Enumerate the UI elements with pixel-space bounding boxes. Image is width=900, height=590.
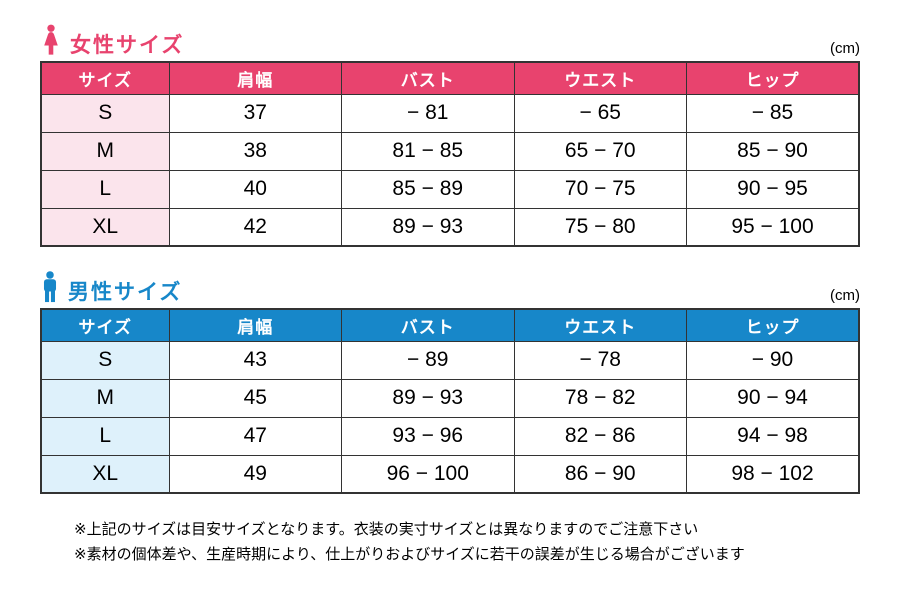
table-cell: 89 − 93 (341, 378, 515, 418)
male-figure-icon (43, 271, 57, 303)
table-cell: − 78 (513, 340, 687, 380)
size-cell: S (40, 340, 170, 380)
table-cell: 90 − 94 (686, 378, 860, 418)
table-cell: 49 (168, 454, 342, 494)
table-cell: 93 − 96 (341, 416, 515, 456)
women-header-row: サイズ 肩幅 バスト ウエスト ヒップ (40, 61, 860, 95)
table-cell: − 90 (686, 340, 860, 380)
table-cell: 75 − 80 (513, 207, 687, 247)
table-row-s: S 37 − 81 − 65 − 85 (40, 93, 860, 133)
women-size-table: サイズ 肩幅 バスト ウエスト ヒップ S 37 − 81 − 65 − 85 … (40, 61, 860, 247)
size-cell: L (40, 169, 170, 209)
table-cell: 47 (168, 416, 342, 456)
table-cell: 98 − 102 (686, 454, 860, 494)
female-figure-icon (44, 24, 58, 55)
size-cell: XL (40, 207, 170, 247)
table-cell: − 85 (686, 93, 860, 133)
table-cell: 94 − 98 (686, 416, 860, 456)
size-chart-page: 女性サイズ (cm) サイズ 肩幅 バスト ウエスト ヒップ S 37 − 81 (40, 20, 860, 567)
table-row-l: L 40 85 − 89 70 − 75 90 − 95 (40, 169, 860, 209)
table-cell: 81 − 85 (341, 131, 515, 171)
table-row-xl: XL 49 96 − 100 86 − 90 98 − 102 (40, 454, 860, 494)
table-cell: 40 (168, 169, 342, 209)
men-unit-label: (cm) (830, 287, 860, 304)
table-cell: 38 (168, 131, 342, 171)
table-cell: 45 (168, 378, 342, 418)
column-header-waist: ウエスト (513, 61, 687, 95)
men-header-row: サイズ 肩幅 バスト ウエスト ヒップ (40, 308, 860, 342)
table-cell: 42 (168, 207, 342, 247)
women-unit-label: (cm) (830, 40, 860, 57)
size-cell: M (40, 378, 170, 418)
size-cell: M (40, 131, 170, 171)
table-cell: − 81 (341, 93, 515, 133)
column-header-hip: ヒップ (686, 61, 860, 95)
column-header-shoulder: 肩幅 (168, 308, 342, 342)
column-header-bust: バスト (341, 308, 515, 342)
table-cell: 85 − 89 (341, 169, 515, 209)
note-line: ※素材の個体差や、生産時期により、仕上がりおよびサイズに若干の誤差が生じる場合が… (74, 546, 745, 564)
table-cell: 37 (168, 93, 342, 133)
footer-notes: ※上記のサイズは目安サイズとなります。衣装の実寸サイズとは異なりますのでご注意下… (74, 518, 860, 567)
table-cell: 70 − 75 (513, 169, 687, 209)
size-cell: XL (40, 454, 170, 494)
table-cell: 96 − 100 (341, 454, 515, 494)
women-size-title: 女性サイズ (70, 34, 185, 57)
table-cell: 90 − 95 (686, 169, 860, 209)
men-title-row: 男性サイズ (cm) (40, 267, 860, 303)
note-line: ※上記のサイズは目安サイズとなります。衣装の実寸サイズとは異なりますのでご注意下… (74, 521, 699, 538)
table-cell: 43 (168, 340, 342, 380)
table-row-m: M 45 89 − 93 78 − 82 90 − 94 (40, 378, 860, 418)
men-size-table: サイズ 肩幅 バスト ウエスト ヒップ S 43 − 89 − 78 − 90 … (40, 308, 860, 494)
column-header-bust: バスト (341, 61, 515, 95)
table-cell: 85 − 90 (686, 131, 860, 171)
men-size-title: 男性サイズ (68, 281, 183, 304)
size-cell: L (40, 416, 170, 456)
column-header-hip: ヒップ (686, 308, 860, 342)
table-cell: 78 − 82 (513, 378, 687, 418)
table-cell: − 65 (513, 93, 687, 133)
column-header-size: サイズ (40, 308, 170, 342)
table-row-s: S 43 − 89 − 78 − 90 (40, 340, 860, 380)
size-cell: S (40, 93, 170, 133)
table-cell: 89 − 93 (341, 207, 515, 247)
table-row-xl: XL 42 89 − 93 75 − 80 95 − 100 (40, 207, 860, 247)
table-cell: 82 − 86 (513, 416, 687, 456)
table-cell: − 89 (341, 340, 515, 380)
table-row-m: M 38 81 − 85 65 − 70 85 − 90 (40, 131, 860, 171)
table-cell: 95 − 100 (686, 207, 860, 247)
women-title-row: 女性サイズ (cm) (40, 20, 860, 56)
table-cell: 65 − 70 (513, 131, 687, 171)
column-header-shoulder: 肩幅 (168, 61, 342, 95)
women-size-section: 女性サイズ (cm) サイズ 肩幅 バスト ウエスト ヒップ S 37 − 81 (40, 20, 860, 247)
column-header-waist: ウエスト (513, 308, 687, 342)
column-header-size: サイズ (40, 61, 170, 95)
table-cell: 86 − 90 (513, 454, 687, 494)
men-size-section: 男性サイズ (cm) サイズ 肩幅 バスト ウエスト ヒップ S 43 − 89 (40, 267, 860, 494)
table-row-l: L 47 93 − 96 82 − 86 94 − 98 (40, 416, 860, 456)
